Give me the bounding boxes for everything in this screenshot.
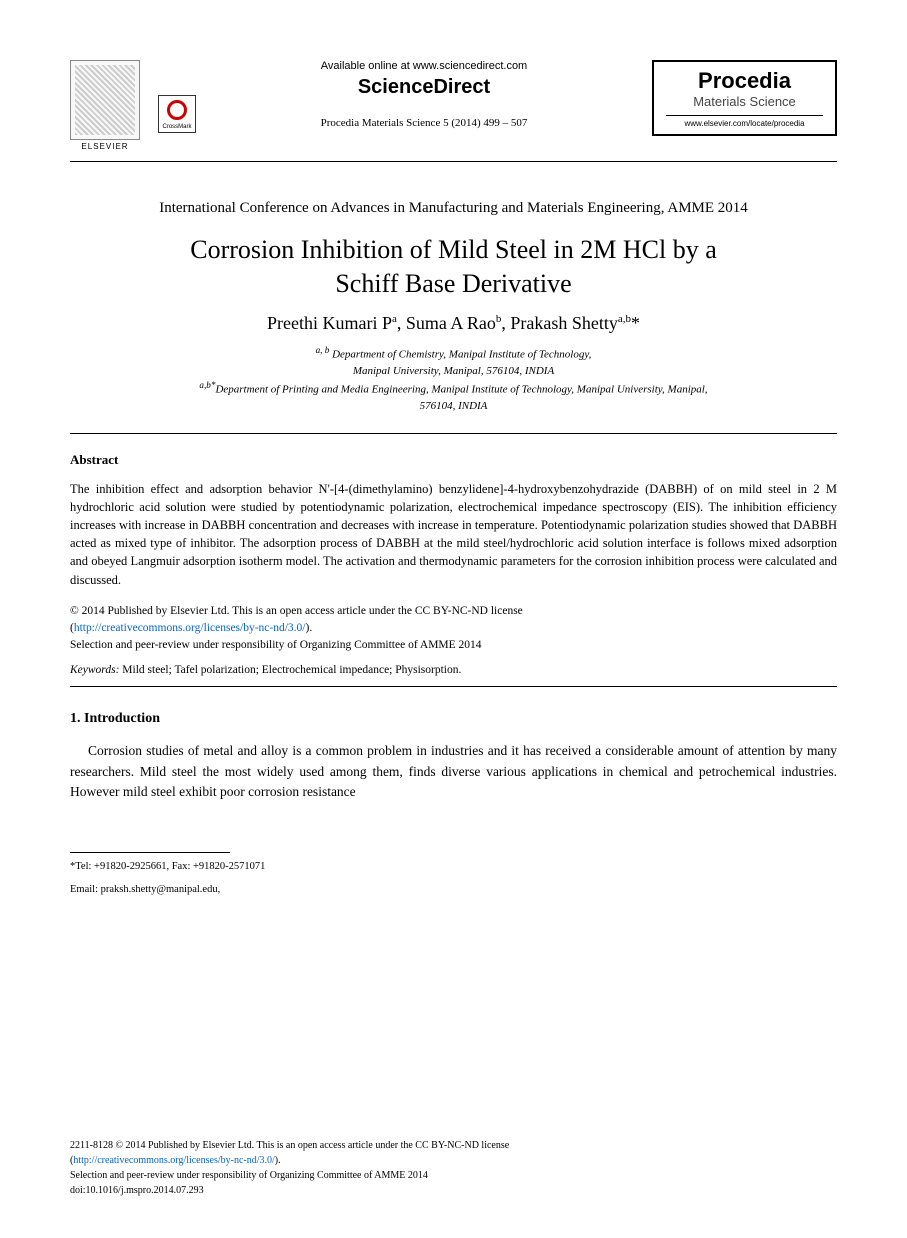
affil-line-3: Department of Printing and Media Enginee…: [215, 384, 707, 396]
license-line-2: Selection and peer-review under responsi…: [70, 639, 482, 651]
crossmark-icon[interactable]: CrossMark: [158, 95, 196, 133]
footnote-email: Email: praksh.shetty@manipal.edu,: [70, 882, 837, 899]
keywords-text: Mild steel; Tafel polarization; Electroc…: [119, 664, 461, 676]
intro-heading: 1. Introduction: [70, 711, 837, 727]
procedia-title: Procedia: [666, 70, 823, 92]
author-1: Preethi Kumari P: [267, 313, 392, 333]
footnote-block: *Tel: +91820-2925661, Fax: +91820-257107…: [70, 859, 837, 899]
abstract-body: The inhibition effect and adsorption beh…: [70, 480, 837, 589]
bottom-line-2: Selection and peer-review under responsi…: [70, 1170, 428, 1181]
bottom-line-1: 2211-8128 © 2014 Published by Elsevier L…: [70, 1140, 509, 1151]
rule-above-abstract: [70, 433, 837, 434]
intro-paragraph: Corrosion studies of metal and alloy is …: [70, 741, 837, 802]
abstract-heading: Abstract: [70, 452, 837, 468]
rule-below-keywords: [70, 686, 837, 687]
affil-line-1: Department of Chemistry, Manipal Institu…: [332, 348, 591, 360]
affil-line-4: 576104, INDIA: [420, 400, 488, 412]
affiliations: a, b Department of Chemistry, Manipal In…: [70, 344, 837, 415]
procedia-box: Procedia Materials Science www.elsevier.…: [652, 60, 837, 136]
sciencedirect-logo-text[interactable]: ScienceDirect: [206, 76, 642, 99]
author-2: Suma A Rao: [406, 313, 496, 333]
elsevier-tree-icon: [70, 60, 140, 140]
doi-line: doi:10.1016/j.mspro.2014.07.293: [70, 1185, 204, 1196]
footnote-tel: *Tel: +91820-2925661, Fax: +91820-257107…: [70, 859, 837, 876]
left-logo-group: ELSEVIER CrossMark: [70, 60, 196, 151]
crossmark-block[interactable]: CrossMark: [158, 95, 196, 151]
available-online-text: Available online at www.sciencedirect.co…: [206, 60, 642, 72]
author-2-sup: b: [496, 313, 502, 325]
license-line-1: © 2014 Published by Elsevier Ltd. This i…: [70, 605, 523, 617]
footnote-separator: [70, 852, 230, 853]
author-3: Prakash Shetty: [510, 313, 618, 333]
license-link[interactable]: http://creativecommons.org/licenses/by-n…: [74, 622, 306, 634]
affil-sup-a: a, b: [316, 345, 330, 355]
crossmark-label: CrossMark: [159, 124, 195, 130]
article-title: Corrosion Inhibition of Mild Steel in 2M…: [70, 233, 837, 301]
title-line-2: Schiff Base Derivative: [335, 269, 571, 298]
elsevier-label: ELSEVIER: [70, 142, 140, 151]
procedia-subtitle: Materials Science: [666, 94, 823, 109]
citation-line: Procedia Materials Science 5 (2014) 499 …: [206, 117, 642, 129]
keywords-label: Keywords:: [70, 664, 119, 676]
elsevier-block: ELSEVIER: [70, 60, 140, 151]
affil-line-2: Manipal University, Manipal, 576104, IND…: [353, 365, 554, 377]
keywords-line: Keywords: Mild steel; Tafel polarization…: [70, 664, 837, 676]
top-rule: [70, 161, 837, 162]
bottom-license-link[interactable]: http://creativecommons.org/licenses/by-n…: [73, 1155, 274, 1166]
header-row: ELSEVIER CrossMark Available online at w…: [70, 60, 837, 151]
author-3-sup: a,b: [618, 313, 631, 325]
corresponding-mark: *: [631, 313, 640, 333]
license-block: © 2014 Published by Elsevier Ltd. This i…: [70, 603, 837, 655]
procedia-url[interactable]: www.elsevier.com/locate/procedia: [666, 115, 823, 128]
center-header: Available online at www.sciencedirect.co…: [196, 60, 652, 129]
bottom-copyright-block: 2211-8128 © 2014 Published by Elsevier L…: [70, 1138, 837, 1198]
title-line-1: Corrosion Inhibition of Mild Steel in 2M…: [190, 235, 717, 264]
conference-name: International Conference on Advances in …: [70, 198, 837, 219]
authors-line: Preethi Kumari Pa, Suma A Raob, Prakash …: [70, 313, 837, 334]
author-1-sup: a: [392, 313, 397, 325]
affil-sup-b: a,b*: [199, 380, 215, 390]
